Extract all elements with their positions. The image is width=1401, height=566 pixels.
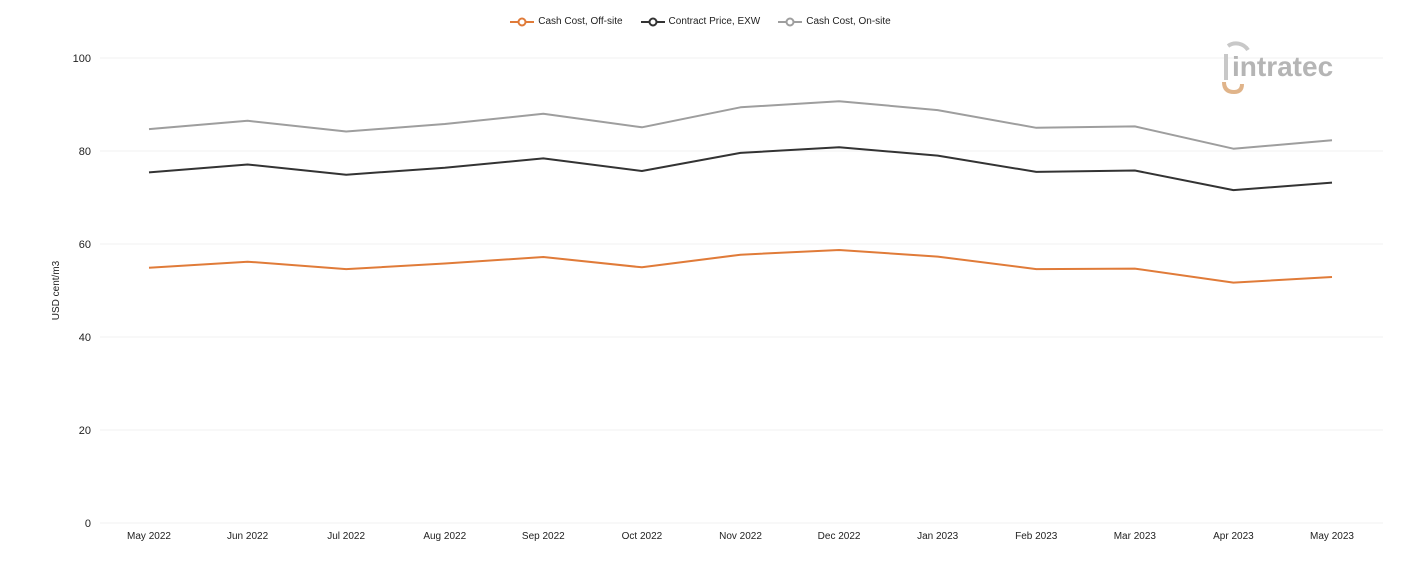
legend-marker — [778, 17, 803, 26]
x-tick-label: Sep 2022 — [522, 531, 565, 542]
x-tick-label: Aug 2022 — [423, 531, 466, 542]
series-line — [148, 249, 1333, 284]
logo-text: intratec — [1232, 51, 1333, 82]
x-tick-label: Nov 2022 — [719, 531, 762, 542]
series-line — [148, 100, 1333, 150]
legend-marker — [640, 17, 665, 26]
x-tick-label: Dec 2022 — [818, 531, 861, 542]
legend-item[interactable]: Cash Cost, On-site — [778, 16, 891, 27]
legend-marker — [510, 17, 535, 26]
y-tick-label: 20 — [79, 425, 91, 437]
x-tick-label: Oct 2022 — [622, 531, 663, 542]
x-tick-label: Apr 2023 — [1213, 531, 1254, 542]
x-tick-label: Jan 2023 — [917, 531, 959, 542]
y-tick-label: 0 — [85, 518, 91, 530]
x-tick-label: Mar 2023 — [1114, 531, 1157, 542]
y-axis-label: USD cent/m3 — [51, 260, 62, 320]
x-tick-label: May 2022 — [127, 531, 171, 542]
intratec-logo: intratec — [1220, 40, 1370, 100]
y-tick-label: 40 — [79, 332, 91, 344]
y-tick-label: 60 — [79, 239, 91, 251]
legend-item[interactable]: Cash Cost, Off-site — [510, 16, 623, 27]
series-line — [148, 146, 1333, 192]
x-tick-label: Jul 2022 — [327, 531, 365, 542]
legend-label: Cash Cost, On-site — [806, 16, 891, 27]
x-tick-label: Feb 2023 — [1015, 531, 1058, 542]
y-tick-label: 100 — [73, 53, 91, 65]
x-tick-label: Jun 2022 — [227, 531, 269, 542]
legend-item[interactable]: Contract Price, EXW — [640, 16, 761, 27]
legend: Cash Cost, Off-site Contract Price, EXW Ca… — [0, 16, 1401, 27]
x-tick-label: May 2023 — [1310, 531, 1354, 542]
legend-label: Contract Price, EXW — [668, 16, 761, 27]
legend-label: Cash Cost, Off-site — [538, 16, 623, 27]
y-tick-label: 80 — [79, 146, 91, 158]
